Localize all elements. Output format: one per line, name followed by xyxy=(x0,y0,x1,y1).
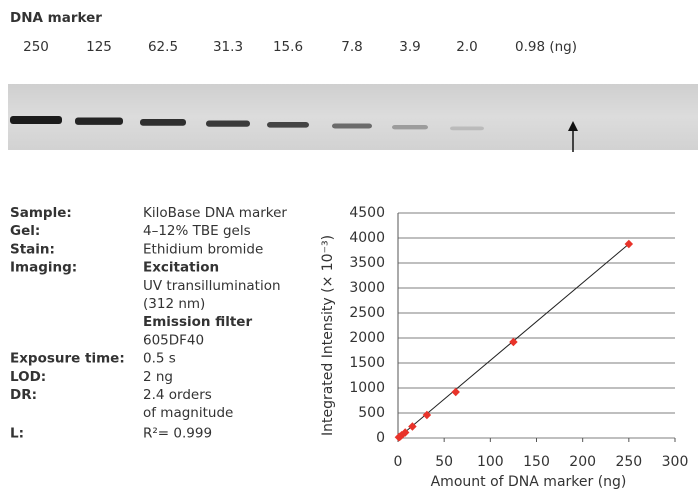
info-value: Ethidium bromide xyxy=(143,241,263,257)
gel-band xyxy=(206,121,250,127)
info-value: KiloBase DNA marker xyxy=(143,205,287,221)
info-value: 0.5 s xyxy=(143,351,176,367)
gel-band xyxy=(75,118,123,125)
info-label: Imaging: xyxy=(10,260,77,276)
y-tick-label: 4000 xyxy=(349,230,385,246)
y-tick-label: 4500 xyxy=(349,205,385,221)
y-axis-label: Integrated Intensity (× 10⁻³) xyxy=(320,235,336,436)
lane-label: 0.98 (ng) xyxy=(515,39,577,55)
y-tick-label: 2000 xyxy=(349,330,385,346)
x-tick-label: 250 xyxy=(615,454,642,470)
lane-label: 250 xyxy=(23,39,49,55)
x-tick-label: 300 xyxy=(662,454,689,470)
info-label: Exposure time: xyxy=(10,351,125,367)
info-label: DR: xyxy=(10,387,37,403)
gel-image xyxy=(8,84,698,150)
gel-band xyxy=(450,127,484,131)
lane-label: 15.6 xyxy=(273,39,303,55)
y-tick-label: 500 xyxy=(358,405,385,421)
info-label: LOD: xyxy=(10,369,46,385)
lane-label: 7.8 xyxy=(341,39,362,55)
lane-label: 2.0 xyxy=(456,39,477,55)
lane-label: 62.5 xyxy=(148,39,178,55)
x-tick-label: 0 xyxy=(394,454,403,470)
y-tick-label: 3500 xyxy=(349,255,385,271)
point xyxy=(423,411,431,419)
info-label: L: xyxy=(10,425,24,441)
info-value: 605DF40 xyxy=(143,332,204,348)
gel-band xyxy=(332,124,372,129)
info-value: (312 nm) xyxy=(143,296,205,312)
info-value: Excitation xyxy=(143,260,219,276)
x-tick-label: 200 xyxy=(569,454,596,470)
point xyxy=(451,388,459,396)
figure: DNA marker 250 125 62.5 31.3 15.6 7.8 3.9 2.0 0.… xyxy=(0,0,700,490)
info-value: 4–12% TBE gels xyxy=(143,223,251,239)
info-value: UV transillumination xyxy=(143,278,281,294)
x-tick-label: 50 xyxy=(435,454,453,470)
info-value: Emission filter xyxy=(143,314,252,330)
y-tick-label: 2500 xyxy=(349,305,385,321)
x-tick-label: 100 xyxy=(477,454,504,470)
x-tick-label: 150 xyxy=(523,454,550,470)
info-label: Sample: xyxy=(10,205,72,221)
lane-label: 125 xyxy=(86,39,112,55)
y-tick-label: 1000 xyxy=(349,380,385,396)
gel-band xyxy=(10,116,62,124)
info-label: Stain: xyxy=(10,241,55,257)
gel-band xyxy=(267,122,309,128)
gel-band xyxy=(140,119,186,126)
gel-title: DNA marker xyxy=(10,10,102,26)
y-tick-label: 3000 xyxy=(349,280,385,296)
lane-label: 31.3 xyxy=(213,39,243,55)
info-value: R²= 0.999 xyxy=(143,425,212,441)
info-label: Gel: xyxy=(10,223,40,239)
info-value: 2.4 orders xyxy=(143,387,212,403)
lane-label: 3.9 xyxy=(399,39,420,55)
gel-band xyxy=(392,125,428,129)
info-value: 2 ng xyxy=(143,369,173,385)
y-tick-label: 0 xyxy=(376,430,385,446)
info-value: of magnitude xyxy=(143,405,233,421)
y-tick-label: 1500 xyxy=(349,355,385,371)
x-axis-label: Amount of DNA marker (ng) xyxy=(431,474,627,490)
